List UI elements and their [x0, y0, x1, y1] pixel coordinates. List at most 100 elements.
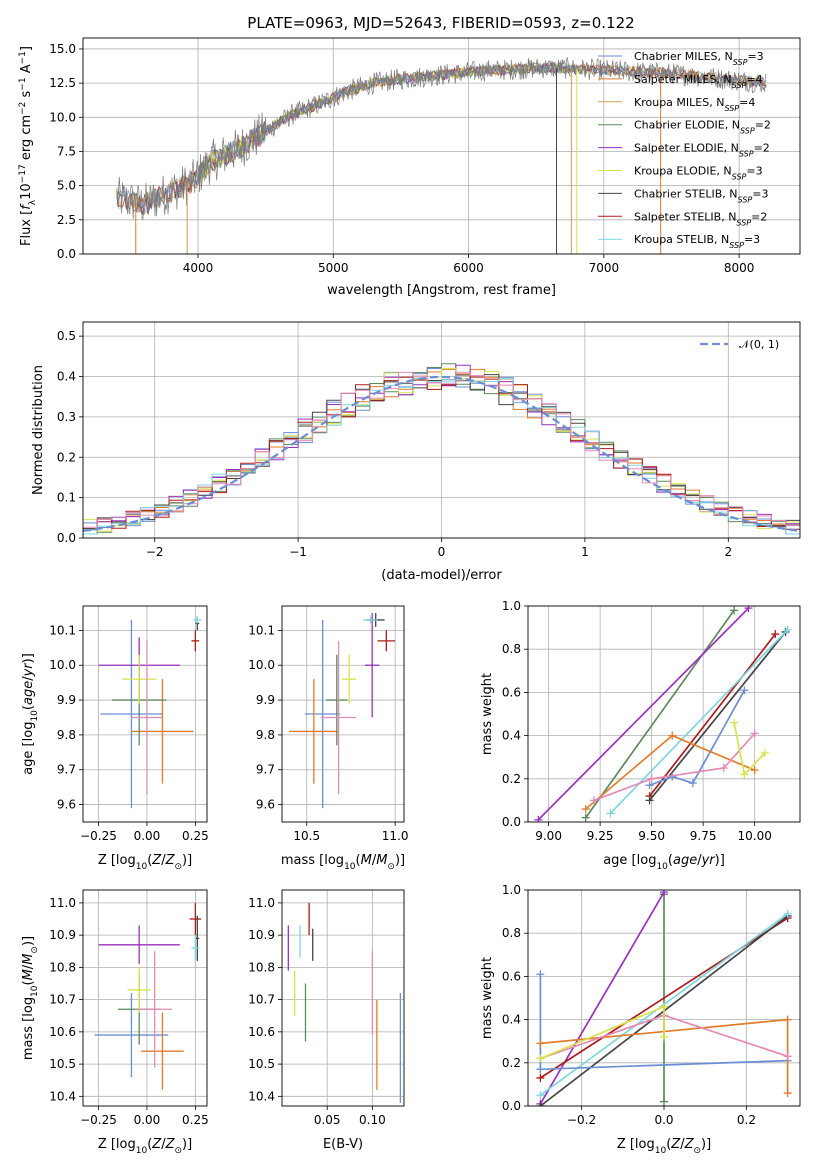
legend-entry: Chabrier MILES, NSSP=3 [634, 50, 764, 67]
y-tick-label: 0.2 [502, 1056, 521, 1070]
errorbar-point [320, 640, 357, 795]
errorbar-point [326, 654, 348, 746]
y-tick-label: 9.9 [57, 693, 76, 707]
x-tick-label: 9.00 [535, 829, 562, 843]
axes-frame [82, 605, 208, 823]
y-tick-label: 10.4 [248, 1089, 275, 1103]
y-axis-label: Normed distribution [31, 365, 46, 495]
panel-weight_vs_age: 9.00 9.25 9.50 9.75 10.00 0.0 0.2 0.4 0.6 0.8 1.0 a… [480, 599, 801, 872]
histogram-step [83, 374, 800, 530]
y-tick-label: 0.6 [502, 685, 521, 699]
weight-marker [536, 1102, 545, 1106]
errorbar-point [131, 679, 194, 784]
weight-marker [606, 809, 615, 818]
y-tick-label: 10.8 [49, 960, 76, 974]
errorbar-point [191, 630, 200, 652]
weight-line [733, 722, 766, 777]
x-tick-label: 11.0 [382, 829, 409, 843]
errorbar-point [193, 616, 202, 624]
weight-marker [740, 770, 749, 779]
y-tick-label: 5.0 [57, 179, 76, 193]
errorbar-point [363, 616, 378, 624]
normal-curve [83, 375, 800, 532]
histogram-step [83, 376, 800, 535]
weight-marker [783, 1015, 792, 1024]
y-tick-label: 0.0 [57, 531, 76, 545]
weight-marker [760, 748, 769, 757]
errorbar-point [342, 654, 357, 704]
errorbar-point [141, 1012, 184, 1090]
weight-marker [771, 630, 780, 639]
weight-marker [783, 625, 792, 634]
y-tick-label: 1.0 [502, 883, 521, 897]
grid [83, 38, 800, 254]
axes-frame [281, 889, 405, 1107]
histogram-step [83, 371, 800, 528]
legend-entry: Salpeter STELIB, NSSP=2 [634, 210, 767, 227]
y-tick-label: 0.8 [502, 642, 521, 656]
legend-entry: Chabrier STELIB, NSSP=3 [634, 187, 768, 204]
y-tick-label: 0.4 [57, 370, 76, 384]
y-tick-label: 9.6 [57, 798, 76, 812]
weight-marker [536, 1091, 545, 1100]
y-tick-label: 11.0 [248, 896, 275, 910]
panel-age_vs_mass: 10.5 11.0 9.6 9.7 9.8 9.9 10.0 10.1 mass [log10(… [248, 605, 409, 872]
weight-marker [660, 1002, 668, 1011]
legend: Chabrier MILES, NSSP=3 Salpeter MILES, NS… [598, 50, 771, 250]
weight-marker [730, 606, 739, 615]
y-axis-label: mass weight [480, 673, 495, 755]
x-tick-label: 0.0 [654, 1113, 673, 1127]
y-tick-label: 0.0 [57, 247, 76, 261]
weight-marker [645, 781, 654, 790]
weight-line [537, 607, 750, 821]
y-tick-label: 0.1 [57, 491, 76, 505]
y-tick-label: 9.8 [57, 728, 76, 742]
plot-area [83, 38, 800, 254]
grid [282, 890, 404, 1106]
weight-marker [581, 813, 590, 822]
histogram-step [83, 367, 800, 532]
weight-marker [536, 1054, 545, 1063]
x-tick-label: 4000 [183, 261, 214, 275]
x-axis-label: Z [log10(Z/Z⊙)] [617, 1137, 711, 1156]
weight-marker [688, 779, 697, 788]
plot-area [83, 606, 207, 822]
errorbar-point [289, 679, 339, 784]
y-tick-label: 2.5 [57, 213, 76, 227]
x-tick-label: 8000 [724, 261, 755, 275]
y-tick-label: 10.1 [49, 623, 76, 637]
x-tick-label: −0.2 [567, 1113, 596, 1127]
x-tick-label: 0.00 [134, 829, 161, 843]
weight-marker [536, 1065, 545, 1074]
x-tick-label: 7000 [589, 261, 620, 275]
x-axis-label: wavelength [Angstrom, rest frame] [327, 283, 556, 298]
y-tick-label: 10.4 [49, 1089, 76, 1103]
x-tick-label: 10.5 [293, 829, 320, 843]
x-tick-label: 0.10 [359, 1113, 386, 1127]
legend-entry: 𝒩(0, 1) [739, 338, 779, 351]
y-axis-label: age [log10(age/yr)] [21, 653, 40, 775]
y-tick-label: 9.9 [256, 693, 275, 707]
y-tick-label: 10.0 [248, 658, 275, 672]
y-tick-label: 0.2 [57, 450, 76, 464]
y-tick-label: 0.3 [57, 410, 76, 424]
y-tick-label: 1.0 [502, 599, 521, 613]
observed-spectrum-line [116, 57, 767, 221]
y-tick-label: 9.8 [256, 728, 275, 742]
x-tick-label: 0.2 [737, 1113, 756, 1127]
y-tick-label: 10.6 [248, 1025, 275, 1039]
x-tick-label: 0.00 [134, 1113, 161, 1127]
x-axis-label: (data-model)/error [381, 568, 502, 583]
weight-line [539, 891, 665, 1105]
legend-entry: Kroupa STELIB, NSSP=3 [634, 233, 760, 250]
x-tick-label: 0.25 [182, 1113, 209, 1127]
y-tick-label: 10.6 [49, 1025, 76, 1039]
figure-title: PLATE=0963, MJD=52643, FIBERID=0593, z=0… [247, 14, 634, 32]
axes-frame [82, 37, 801, 255]
y-tick-label: 10.9 [49, 928, 76, 942]
plot-area [528, 890, 800, 1106]
legend-entry: Salpeter MILES, NSSP=4 [634, 73, 763, 90]
panel-mass_vs_Z: −0.25 0.00 0.25 10.4 10.5 10.6 10.7 10.8 10.9 11.… [21, 889, 209, 1156]
weight-line [585, 609, 735, 819]
y-tick-label: 10.1 [248, 623, 275, 637]
